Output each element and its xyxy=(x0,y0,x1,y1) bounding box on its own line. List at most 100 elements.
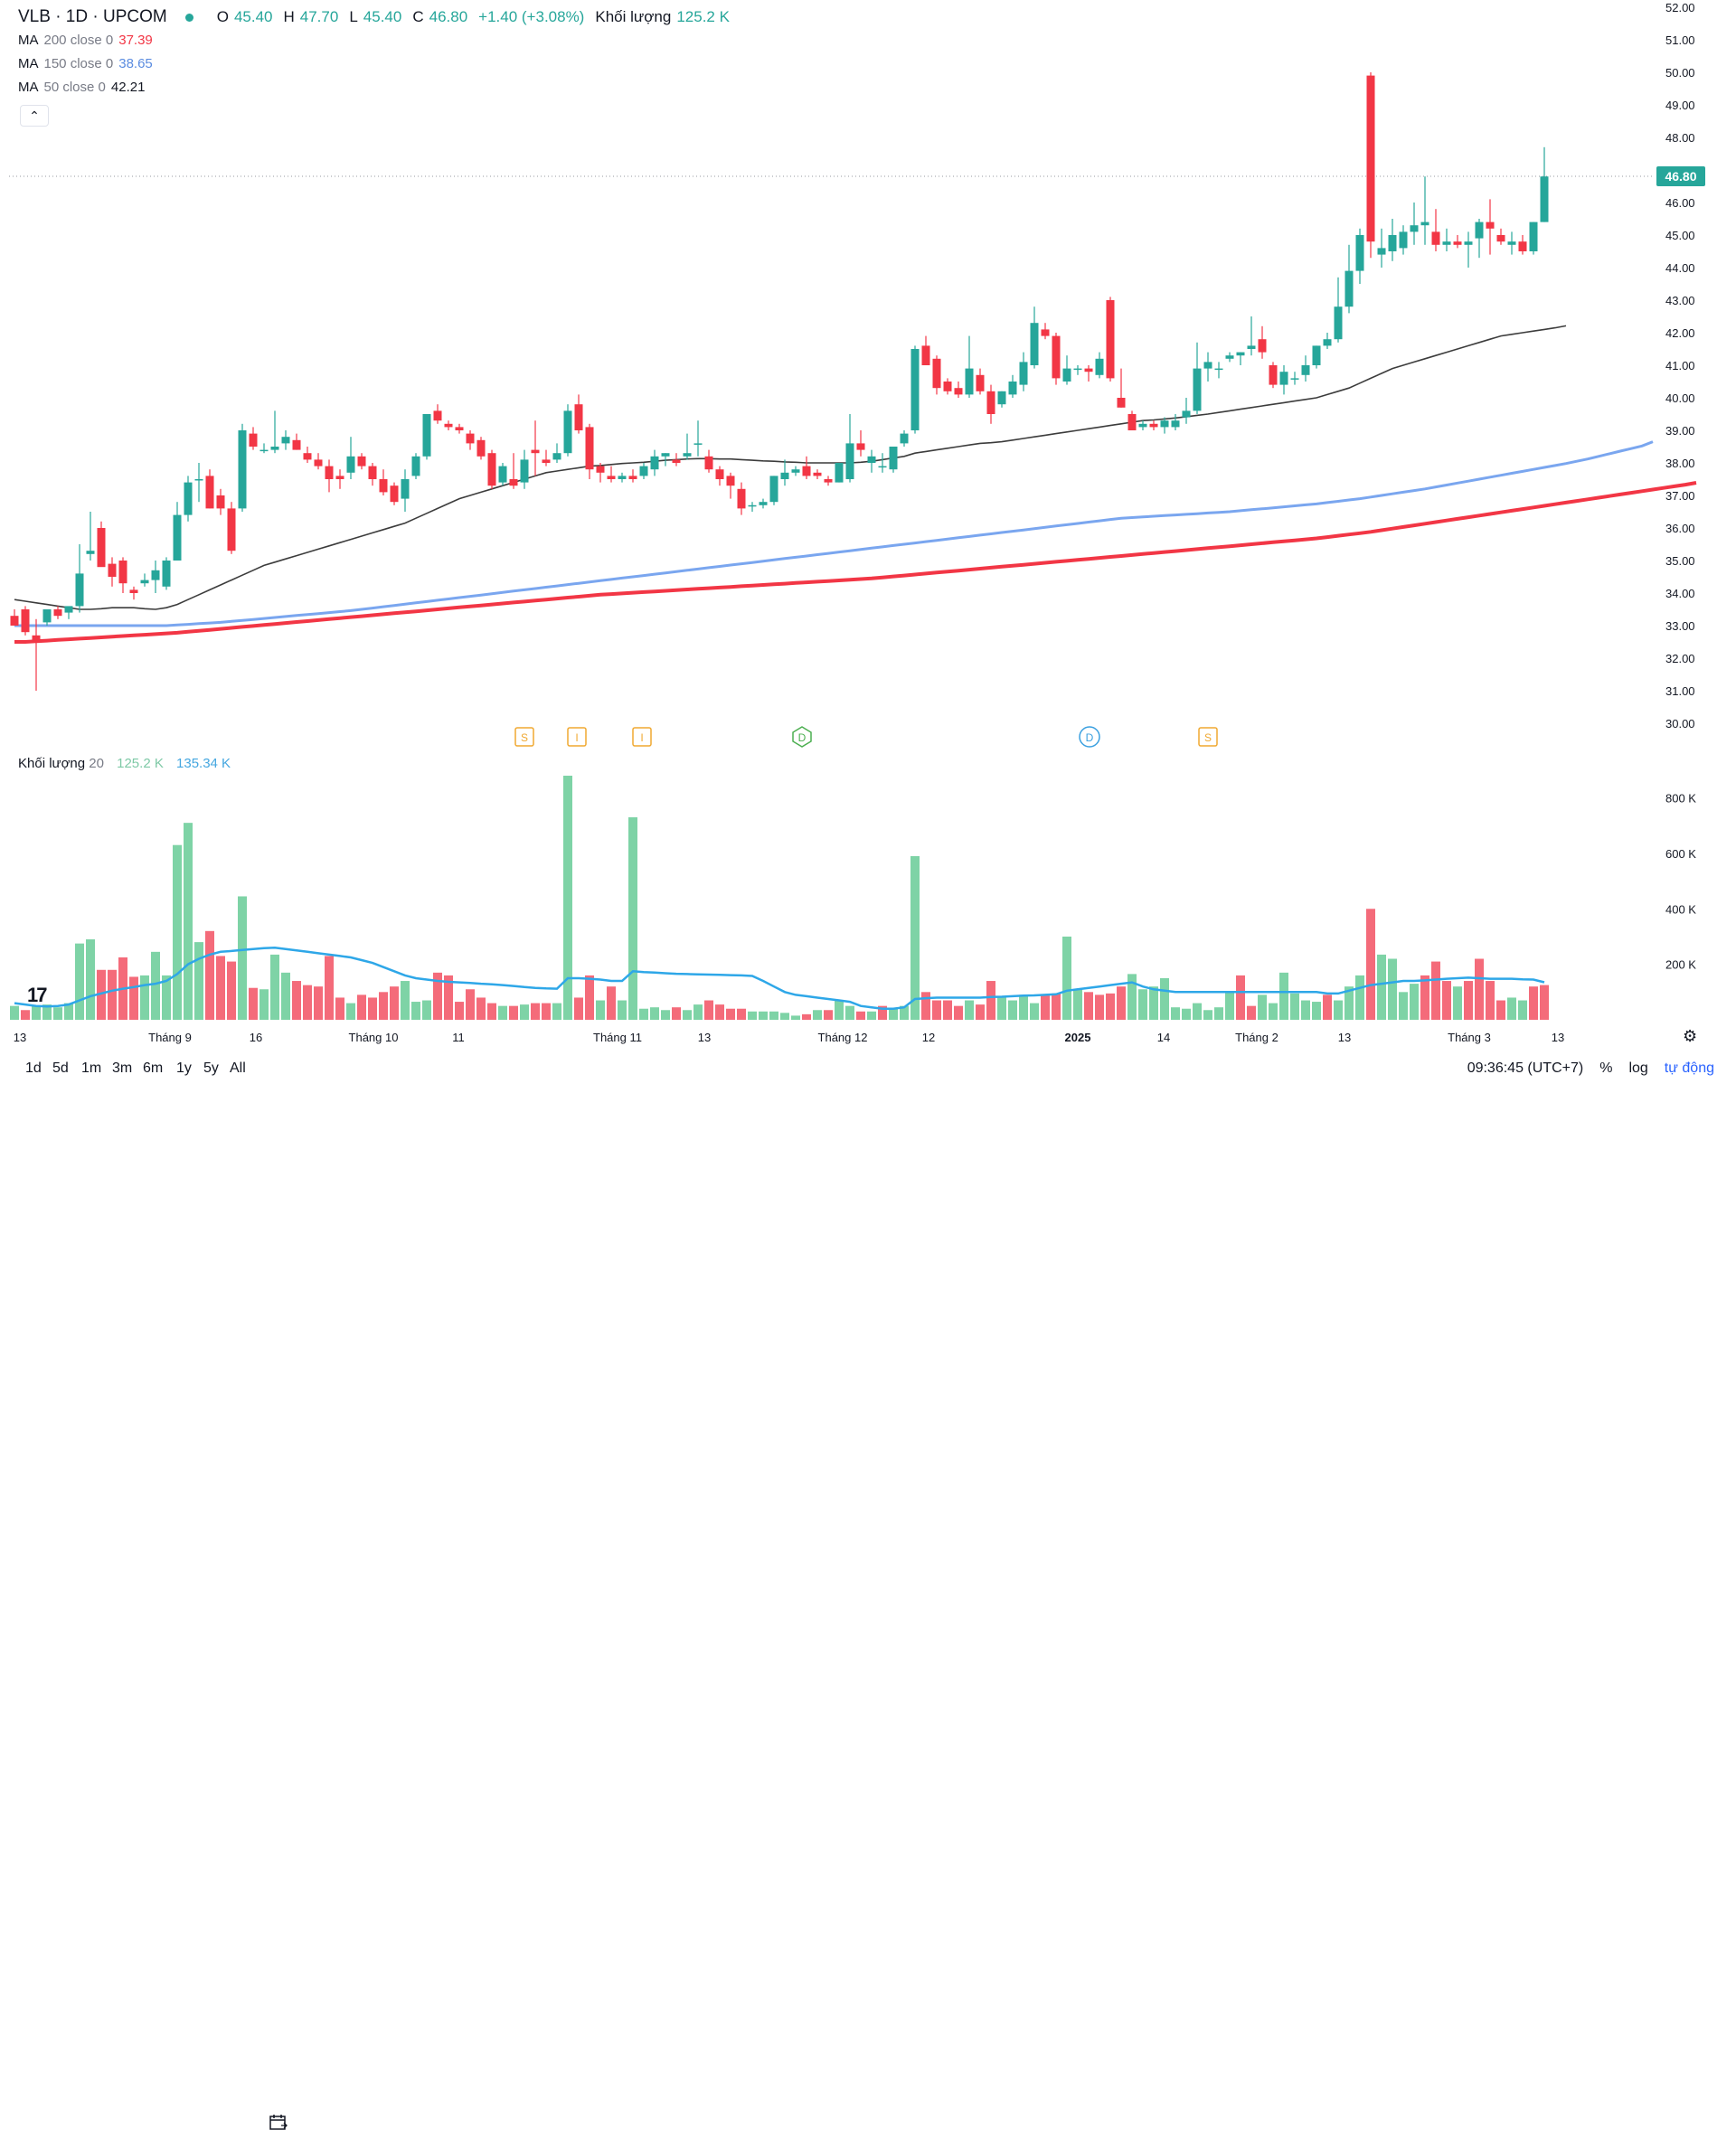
candle-body xyxy=(1269,365,1278,385)
price-chart[interactable]: 52.0051.0050.0049.0048.0047.0046.0045.00… xyxy=(0,0,1736,1088)
percent-scale-button[interactable]: % xyxy=(1599,1060,1613,1076)
candle xyxy=(194,463,203,503)
candle-body xyxy=(314,459,323,467)
time-readout[interactable]: 09:36:45 (UTC+7) xyxy=(1467,1060,1584,1076)
volume-bar xyxy=(1290,993,1299,1020)
candle-body xyxy=(162,561,171,587)
volume-bar xyxy=(108,969,117,1020)
volume-bar xyxy=(1019,994,1028,1020)
candle-body xyxy=(1410,225,1419,232)
volume-bar xyxy=(1269,1003,1278,1020)
range-5y[interactable]: 5y xyxy=(203,1060,219,1076)
range-1y[interactable]: 1y xyxy=(176,1060,192,1076)
volume-bar xyxy=(357,994,366,1020)
candle xyxy=(314,453,323,470)
event-marker[interactable]: D xyxy=(792,726,812,748)
candle xyxy=(791,466,800,476)
volume-bar xyxy=(1529,986,1538,1020)
volume-bar xyxy=(1486,981,1495,1020)
tradingview-logo[interactable]: 17 xyxy=(27,984,48,1006)
event-marker[interactable]: S xyxy=(514,727,534,747)
candle-body xyxy=(466,433,475,444)
volume-legend[interactable]: Khối lượng 20 125.2 K 135.34 K xyxy=(18,756,231,771)
time-tick-label: Tháng 3 xyxy=(1448,1031,1491,1044)
range-6m[interactable]: 6m xyxy=(143,1060,164,1076)
volume-bar xyxy=(444,975,453,1020)
candle xyxy=(1344,244,1354,314)
indicator-params: 150 close 0 xyxy=(43,56,114,71)
price-tick-label: 46.00 xyxy=(1665,196,1695,210)
candle-body xyxy=(1290,378,1299,380)
candle xyxy=(346,437,355,479)
candle-body xyxy=(1344,270,1354,307)
candle-body xyxy=(813,472,822,476)
candle-body xyxy=(769,476,778,503)
candle-body xyxy=(986,391,995,414)
event-marker[interactable]: I xyxy=(632,727,652,747)
volume-bar xyxy=(759,1011,768,1020)
volume-bar xyxy=(140,975,149,1020)
high-value: 47.70 xyxy=(299,8,339,25)
candle-body xyxy=(401,479,410,499)
indicator-ma50[interactable]: MA 50 close 0 42.21 xyxy=(18,76,735,99)
calendar-icon[interactable] xyxy=(269,2114,288,2130)
indicator-ma150[interactable]: MA 150 close 0 38.65 xyxy=(18,52,735,76)
volume-bar xyxy=(552,1003,561,1020)
candle xyxy=(596,463,605,483)
time-tick-label: Tháng 12 xyxy=(818,1031,868,1044)
range-1m[interactable]: 1m xyxy=(81,1060,102,1076)
volume-bar xyxy=(346,1003,355,1020)
time-tick-label: Tháng 9 xyxy=(148,1031,192,1044)
candle-body xyxy=(856,443,865,450)
candle-body xyxy=(1486,221,1495,229)
indicator-params: 200 close 0 xyxy=(43,33,114,48)
range-5d[interactable]: 5d xyxy=(52,1060,69,1076)
candle-body xyxy=(1203,362,1212,369)
event-marker[interactable]: S xyxy=(1198,727,1218,747)
range-3m[interactable]: 3m xyxy=(112,1060,133,1076)
candle-body xyxy=(1355,235,1364,271)
high-label: H xyxy=(283,8,295,25)
auto-scale-button[interactable]: tự động xyxy=(1664,1060,1714,1076)
candle xyxy=(520,449,529,489)
candle xyxy=(259,443,269,454)
volume-bar xyxy=(585,975,594,1020)
event-marker-frame xyxy=(792,726,812,748)
price-tick-label: 48.00 xyxy=(1665,131,1695,145)
volume-legend-value: 125.2 K xyxy=(117,756,164,771)
event-marker[interactable]: D xyxy=(1079,726,1100,748)
candle-body xyxy=(205,476,214,509)
volume-bar xyxy=(1203,1010,1212,1020)
candle-body xyxy=(1138,423,1147,428)
volume-tick-label: 600 K xyxy=(1665,847,1696,861)
log-scale-button[interactable]: log xyxy=(1628,1060,1648,1076)
symbol-title[interactable]: VLB · 1D · UPCOM xyxy=(18,7,167,26)
candle xyxy=(1431,209,1440,251)
range-all[interactable]: All xyxy=(230,1060,246,1076)
volume-bar xyxy=(1323,994,1332,1020)
volume-bar xyxy=(270,954,279,1020)
volume-bar xyxy=(791,1015,800,1020)
volume-bar xyxy=(1431,961,1440,1020)
volume-bar xyxy=(42,1004,52,1020)
indicator-ma200[interactable]: MA 200 close 0 37.39 xyxy=(18,29,735,52)
volume-bar xyxy=(737,1008,746,1020)
event-marker[interactable]: I xyxy=(567,727,587,747)
volume-bar xyxy=(64,1003,73,1020)
candle-body xyxy=(21,609,30,633)
candle xyxy=(1247,316,1256,356)
volume-bar xyxy=(1149,986,1158,1020)
price-tick-label: 39.00 xyxy=(1665,424,1695,438)
candle xyxy=(672,453,681,467)
collapse-legend-button[interactable]: ⌃ xyxy=(20,105,49,127)
candle xyxy=(1529,221,1538,255)
price-tick-label: 45.00 xyxy=(1665,229,1695,242)
candle xyxy=(1312,345,1321,369)
price-tick-label: 49.00 xyxy=(1665,99,1695,112)
volume-bar xyxy=(1344,986,1354,1020)
candle-body xyxy=(346,456,355,473)
gear-icon[interactable]: ⚙ xyxy=(1683,1027,1698,1045)
candle xyxy=(1225,352,1234,363)
range-1d[interactable]: 1d xyxy=(25,1060,42,1076)
candle xyxy=(1518,235,1527,255)
